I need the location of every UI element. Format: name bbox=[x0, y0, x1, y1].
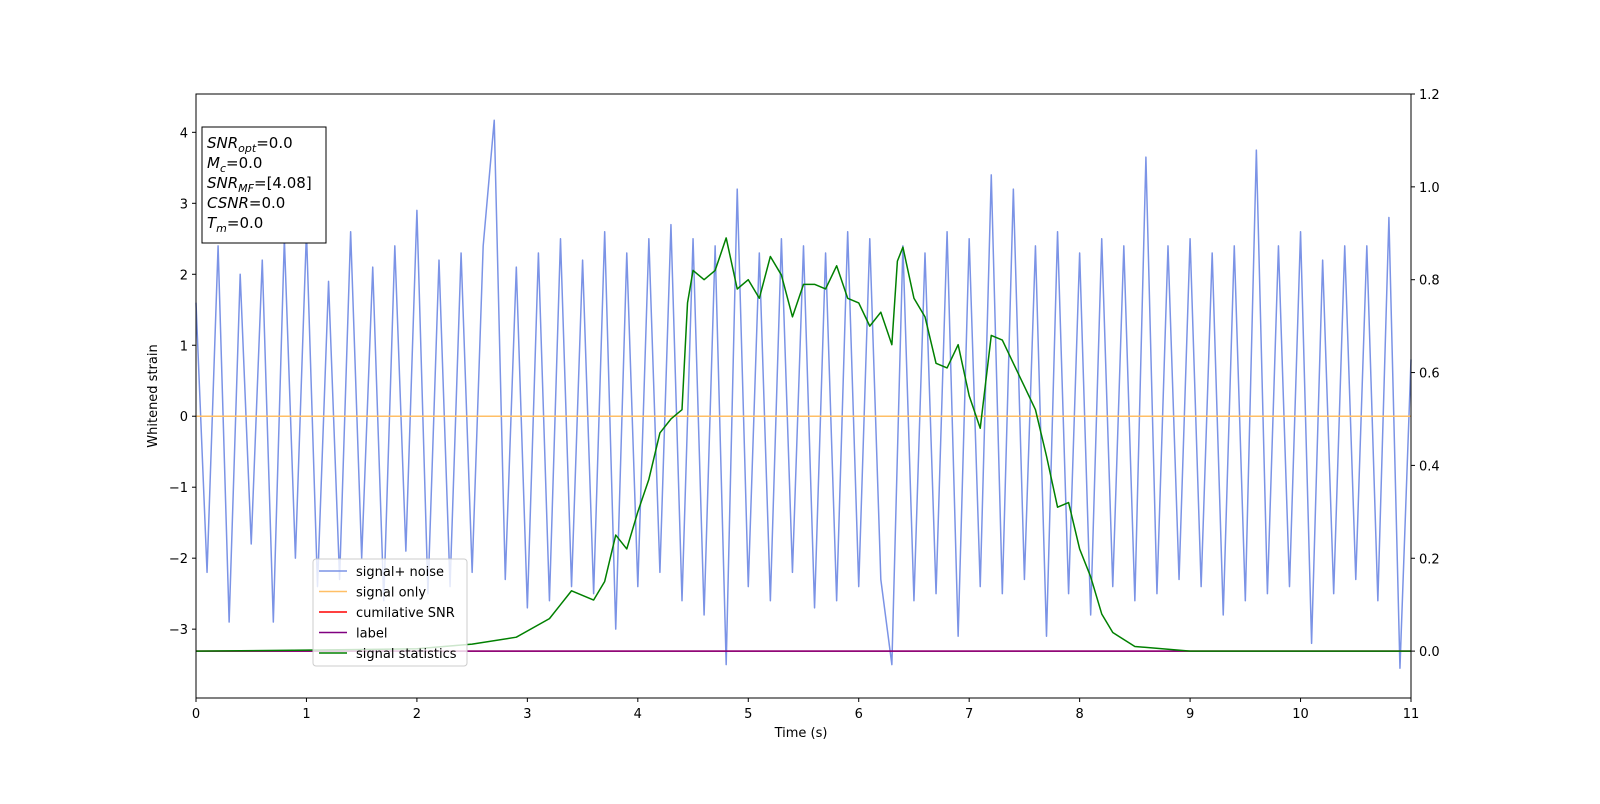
x-tick-label: 0 bbox=[192, 707, 200, 722]
y-tick-label: −2 bbox=[169, 552, 188, 567]
y-tick-label: 3 bbox=[180, 197, 188, 212]
legend-label: cumilative SNR bbox=[356, 606, 455, 621]
y-tick-label: −3 bbox=[169, 623, 188, 638]
annotation-main: M bbox=[207, 154, 220, 172]
y-tick-label: −1 bbox=[169, 481, 188, 496]
x-tick-label: 1 bbox=[302, 707, 310, 722]
series-line bbox=[195, 237, 1411, 652]
x-tick-label: 5 bbox=[744, 707, 752, 722]
annotation-text: Tm=0.0 bbox=[207, 214, 263, 235]
y-tick-label: 0 bbox=[180, 410, 188, 425]
annotation-sub: c bbox=[220, 162, 226, 175]
legend-label: signal only bbox=[356, 586, 426, 601]
annotation-rest: =0.0 bbox=[256, 134, 292, 152]
y2-tick-label: 1.0 bbox=[1419, 181, 1440, 196]
legend-label: signal+ noise bbox=[356, 565, 444, 580]
x-tick-label: 7 bbox=[965, 707, 973, 722]
x-tick-label: 8 bbox=[1075, 707, 1083, 722]
annotation-rest: =0.0 bbox=[227, 214, 263, 232]
y-axis-label: Whitened strain bbox=[146, 344, 161, 447]
axes-frame bbox=[195, 93, 1412, 699]
x-tick-label: 4 bbox=[634, 707, 642, 722]
annotation-main: SNR bbox=[207, 174, 238, 192]
x-tick-label: 11 bbox=[1403, 707, 1420, 722]
y2-tick-label: 0.6 bbox=[1419, 367, 1440, 382]
y2-tick-label: 0.8 bbox=[1419, 274, 1440, 289]
annotation-sub: m bbox=[216, 222, 227, 235]
x-tick-label: 2 bbox=[413, 707, 421, 722]
y2-tick-label: 0.4 bbox=[1419, 459, 1440, 474]
legend-label: signal statistics bbox=[356, 647, 457, 662]
annotation-text: SNRopt=0.0 bbox=[207, 134, 293, 155]
annotation-sub: MF bbox=[238, 182, 254, 195]
annotation-rest: =0.0 bbox=[249, 194, 285, 212]
annotation-text: CSNR=0.0 bbox=[207, 194, 285, 212]
y-tick-label: 1 bbox=[180, 339, 188, 354]
x-tick-label: 6 bbox=[855, 707, 863, 722]
x-tick-label: 3 bbox=[523, 707, 531, 722]
annotation-text: Mc=0.0 bbox=[207, 154, 262, 175]
annotation-sub: opt bbox=[238, 142, 257, 155]
y-tick-label: 4 bbox=[180, 126, 188, 141]
y-tick-label: 2 bbox=[180, 268, 188, 283]
annotation-main: CSNR bbox=[207, 194, 249, 212]
y2-tick-label: 1.2 bbox=[1419, 88, 1440, 103]
x-tick-label: 10 bbox=[1292, 707, 1309, 722]
annotation-main: T bbox=[207, 214, 218, 232]
legend-label: label bbox=[356, 627, 387, 642]
annotation-rest: =[4.08] bbox=[254, 174, 312, 192]
annotation-rest: =0.0 bbox=[226, 154, 262, 172]
y2-tick-label: 0.2 bbox=[1419, 552, 1440, 567]
x-tick-label: 9 bbox=[1186, 707, 1194, 722]
annotation-main: SNR bbox=[207, 134, 238, 152]
series-line bbox=[195, 119, 1412, 669]
legend-box bbox=[312, 558, 468, 667]
annotation-text: SNRMF=[4.08] bbox=[207, 174, 312, 195]
x-axis-label: Time (s) bbox=[774, 726, 828, 741]
annotation-box bbox=[201, 126, 327, 244]
y2-tick-label: 0.0 bbox=[1419, 645, 1440, 660]
